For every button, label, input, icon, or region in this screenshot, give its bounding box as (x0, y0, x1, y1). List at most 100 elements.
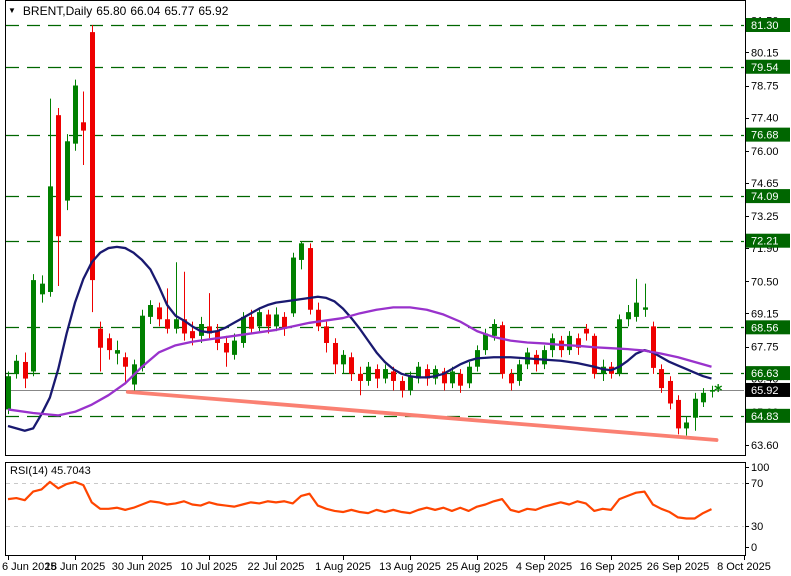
ma-fast-line[interactable] (7, 245, 712, 432)
sr-levels-layer (6, 24, 744, 418)
price-level-badge (746, 18, 790, 32)
date-tick-label: 16 Sep 2025 (580, 561, 642, 573)
price-tick-label: 67.75 (751, 342, 779, 354)
price-level-badge (746, 366, 790, 381)
price-level-badge (746, 233, 790, 248)
candle-body (48, 186, 53, 292)
candle-body (617, 319, 622, 374)
candle-body (266, 314, 271, 327)
rsi-panel-border (5, 462, 746, 556)
price-level-badge (746, 189, 790, 204)
candle-body (274, 314, 279, 327)
candle-body (148, 305, 153, 317)
candle-body (199, 323, 204, 336)
candles-layer[interactable] (6, 25, 715, 436)
date-tick-label: 13 Aug 2025 (379, 561, 441, 573)
quote-open: 65.80 (96, 4, 127, 18)
price-level-badge (746, 59, 790, 74)
candle-body (509, 373, 514, 384)
candle-body (341, 354, 346, 365)
candle-body (701, 392, 706, 403)
price-level-badge-label: 68.56 (751, 322, 779, 334)
candle-body (215, 331, 220, 343)
candle-body (710, 389, 715, 392)
rsi-indicator-label: RSI(14) 45.7043 (10, 465, 91, 477)
price-level-badge-label: 64.83 (751, 411, 779, 423)
price-level-badge-label: 66.63 (751, 368, 779, 380)
main-chart-border (5, 0, 746, 456)
quote-high: 66.04 (130, 4, 161, 18)
candle-body (98, 328, 103, 348)
candle-body (483, 333, 488, 351)
candle-body (492, 323, 497, 336)
candle-body (107, 338, 112, 351)
candle-body (358, 373, 363, 381)
candle-body (257, 312, 262, 327)
candle-body (366, 366, 371, 381)
candle-body (651, 326, 656, 368)
candle-body (31, 280, 36, 372)
ma-slow-line[interactable] (7, 306, 712, 417)
candle-body (408, 376, 413, 391)
candle-body (299, 243, 304, 260)
candle-body (659, 369, 664, 389)
symbol-dropdown-icon[interactable]: ▼ (8, 6, 16, 15)
date-tick-label: 6 Jun 2025 (2, 561, 56, 573)
candle-body (224, 342, 229, 353)
date-tick-label: 26 Sep 2025 (647, 561, 709, 573)
candle-body (90, 32, 95, 281)
candle-body (425, 369, 430, 379)
candle-body (668, 380, 673, 404)
candle-body (174, 319, 179, 329)
price-level-badge-label: 79.54 (751, 62, 779, 74)
price-tick-label: 80.15 (751, 47, 779, 59)
candle-body (693, 398, 698, 418)
candle-body (500, 325, 505, 374)
date-tick-label: 1 Aug 2025 (315, 561, 371, 573)
candle-body (442, 371, 447, 384)
price-level-badge-label: 74.09 (751, 191, 779, 203)
rsi-scale-label: 70 (751, 478, 763, 490)
date-tick-label: 4 Sep 2025 (516, 561, 572, 573)
quote-close: 65.92 (198, 4, 229, 18)
candle-body (576, 338, 581, 348)
candle-body (123, 357, 128, 367)
candle-body (249, 316, 254, 329)
candle-body (433, 369, 438, 379)
price-level-badge (746, 127, 790, 142)
date-tick-label: 8 Oct 2025 (717, 561, 771, 573)
candle-body (140, 315, 145, 368)
candle-body (241, 316, 246, 343)
candle-body (115, 350, 120, 354)
candle-body (542, 350, 547, 365)
candle-body (40, 283, 45, 295)
candle-body (517, 364, 522, 381)
rsi-scale-label: 30 (751, 521, 763, 533)
current-price-badge (746, 382, 790, 397)
candle-body (232, 340, 237, 355)
candle-body (157, 307, 162, 320)
rsi-scale-label: 0 (751, 542, 757, 554)
rsi-name: RSI(14) (10, 465, 48, 477)
trendline[interactable] (125, 389, 719, 442)
price-axis[interactable]: 81.5080.1578.7577.4076.0074.6573.2571.90… (745, 15, 790, 452)
candle-body (291, 257, 296, 314)
candle-body (400, 380, 405, 391)
candle-body (467, 366, 472, 384)
rsi-line[interactable] (7, 480, 712, 520)
date-tick-label: 10 Jul 2025 (181, 561, 238, 573)
rsi-layer[interactable] (6, 480, 744, 527)
quote-low: 65.77 (164, 4, 195, 18)
candle-body (65, 141, 70, 201)
date-tick-label: 30 Jun 2025 (112, 561, 173, 573)
candle-body (584, 328, 589, 334)
candle-body (308, 248, 313, 310)
candle-body (684, 422, 689, 429)
marker-stroke (714, 385, 723, 391)
candle-body (391, 371, 396, 381)
rsi-scale: 100 70 30 0 (745, 462, 769, 554)
candle-body (626, 312, 631, 320)
